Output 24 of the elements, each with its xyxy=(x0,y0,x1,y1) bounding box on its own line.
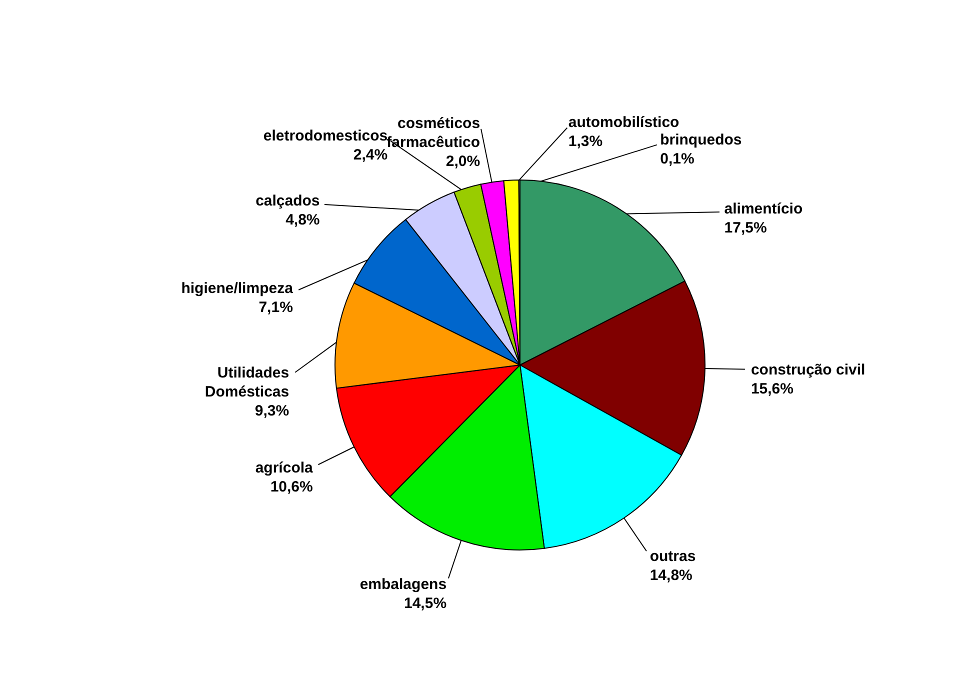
slice-label: cosméticos farmacêutico xyxy=(386,115,480,152)
data-label: 7,1% xyxy=(258,298,293,316)
data-label: 9,3% xyxy=(254,402,290,420)
slice-label: outras xyxy=(650,548,696,566)
slice-label: alimentício xyxy=(724,200,803,218)
data-label: 1,3% xyxy=(568,132,603,150)
slice-label: agrícola xyxy=(255,459,314,476)
slice-label: calçados xyxy=(256,192,320,210)
data-label: 2,0% xyxy=(446,153,480,170)
slice-label: construção civil xyxy=(750,361,866,378)
slice-label: embalagens xyxy=(360,576,447,594)
slice-label: brinquedos xyxy=(660,132,742,149)
data-label: 2,4% xyxy=(353,146,388,164)
data-label: 17,5% xyxy=(724,219,767,236)
data-label: 10,6% xyxy=(270,478,313,496)
data-label: 0,1% xyxy=(660,150,694,168)
slice-label: eletrodomesticos xyxy=(263,128,388,145)
data-label: 14,5% xyxy=(404,595,447,612)
data-label: 14,8% xyxy=(650,567,692,584)
slice-label: automobilístico xyxy=(568,114,680,131)
slice-label: higiene/limpeza xyxy=(181,280,294,297)
data-label: 15,6% xyxy=(750,380,794,398)
data-label: 4,8% xyxy=(286,212,320,229)
slice-label: Utilidades Domésticas xyxy=(204,364,290,401)
